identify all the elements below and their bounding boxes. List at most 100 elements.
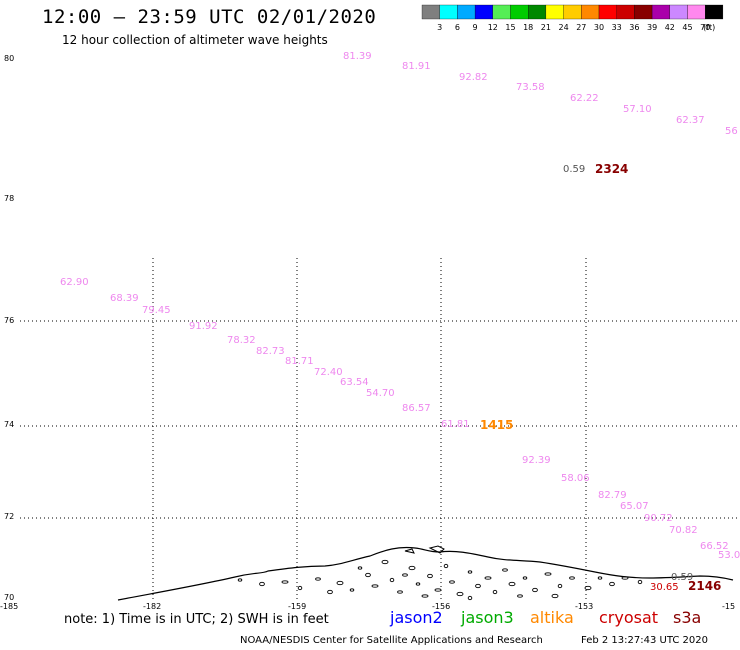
- swh-value: 53.0: [718, 550, 740, 561]
- swh-value: 78.32: [227, 335, 256, 346]
- swh-value: 91.92: [189, 321, 218, 332]
- swh-value: 58.06: [561, 473, 590, 484]
- swh-value: 62.22: [570, 93, 599, 104]
- map-grid: [20, 258, 740, 600]
- lake-shape: [475, 583, 481, 589]
- lake-shape: [621, 576, 629, 580]
- scale-label: 9: [473, 23, 478, 32]
- scale-swatch: [598, 4, 617, 20]
- lake-shape: [551, 593, 559, 599]
- scale-unit: (ft): [703, 23, 715, 32]
- lake-shape: [336, 580, 344, 586]
- swh-value: 90.72: [644, 513, 673, 524]
- lake-shape: [557, 583, 563, 589]
- scale-label: 45: [682, 23, 692, 32]
- lake-shape: [408, 565, 416, 571]
- lat-label: 80: [4, 54, 14, 63]
- page-subtitle: 12 hour collection of altimeter wave hei…: [62, 33, 328, 47]
- scale-label: 21: [541, 23, 551, 32]
- lat-label: 72: [4, 512, 14, 521]
- lake-shape: [584, 585, 592, 591]
- pass-max-value: 2146: [688, 579, 721, 593]
- scale-swatch: [528, 4, 547, 20]
- lake-shape: [456, 591, 464, 597]
- swh-value: 70.82: [669, 525, 698, 536]
- lake-shape: [467, 595, 473, 601]
- swh-value: 92.82: [459, 72, 488, 83]
- lake-shape: [389, 577, 395, 583]
- scale-swatch: [545, 4, 564, 20]
- lakes: [237, 559, 643, 601]
- swh-value: 81.71: [285, 356, 314, 367]
- lake-shape: [508, 581, 516, 587]
- lake-shape: [402, 573, 408, 577]
- page-title: 12:00 – 23:59 UTC 02/01/2020: [42, 6, 377, 28]
- lake-shape: [522, 576, 528, 580]
- scale-label: 15: [505, 23, 515, 32]
- swh-value: 62.90: [60, 277, 89, 288]
- lake-shape: [421, 594, 429, 598]
- color-scale: 3 6 9 12 15 18 21 24 27 30 33 36 39 42 45 70(ft): [421, 4, 724, 32]
- swh-value: 54.70: [366, 388, 395, 399]
- lake-shape: [297, 585, 303, 591]
- swh-value: 86.57: [402, 403, 431, 414]
- lon-label: -153: [575, 602, 593, 611]
- scale-label: 6: [455, 23, 460, 32]
- swh-value: 82.79: [598, 490, 627, 501]
- lake-shape: [502, 568, 508, 572]
- lake-shape: [427, 573, 433, 579]
- lon-label: -15: [722, 602, 735, 611]
- swh-value: 92.39: [522, 455, 551, 466]
- credit-timestamp: Feb 2 13:27:43 UTC 2020: [581, 635, 708, 646]
- swh-value: 79.45: [142, 305, 171, 316]
- scale-label: 30: [594, 23, 604, 32]
- scale-swatch: [457, 4, 476, 20]
- scale-label: 70: [700, 23, 710, 32]
- swh-value: 66.52: [700, 541, 729, 552]
- pass-max-value: 1415: [480, 418, 513, 432]
- lake-shape: [349, 588, 355, 592]
- scale-swatch: [563, 4, 582, 20]
- lat-label: 74: [4, 420, 14, 429]
- lake-shape: [365, 572, 371, 578]
- lon-labels: -185 -182 -159 -156 -153 -15: [0, 602, 735, 611]
- scale-label: 3: [437, 23, 442, 32]
- lake-shape: [397, 590, 403, 594]
- scale-label: 36: [629, 23, 639, 32]
- lat-label: 78: [4, 194, 14, 203]
- swh-value: 65.07: [620, 501, 649, 512]
- coastline: [117, 545, 734, 601]
- lake-shape: [492, 589, 498, 595]
- lake-shape: [597, 576, 603, 580]
- scale-swatch: [669, 4, 688, 20]
- lake-shape: [609, 581, 615, 587]
- lake-shape: [434, 588, 442, 592]
- pass-small-value: 0.59: [671, 572, 693, 583]
- lake-shape: [443, 563, 449, 569]
- scale-swatch: [439, 4, 458, 20]
- lon-label: -185: [0, 602, 18, 611]
- lake-shape: [327, 589, 333, 595]
- swh-value: 56: [725, 126, 738, 137]
- legend-jason2: jason2: [390, 608, 443, 627]
- scale-swatch: [581, 4, 600, 20]
- scale-label: 42: [665, 23, 675, 32]
- footer-note: note: 1) Time is in UTC; 2) SWH is in fe…: [64, 612, 329, 627]
- swh-value: 81.91: [402, 61, 431, 72]
- swh-value: 62.37: [676, 115, 705, 126]
- lake-shape: [467, 570, 473, 574]
- lake-shape: [357, 566, 363, 570]
- scale-label: 27: [576, 23, 586, 32]
- lat-label: 76: [4, 316, 14, 325]
- track-north: 81.39 81.91 92.82 73.58 62.22 57.10 62.37 56: [343, 51, 738, 137]
- swh-value: 72.40: [314, 367, 343, 378]
- lake-shape: [532, 587, 538, 593]
- lake-shape: [415, 582, 421, 586]
- swh-value: 57.10: [623, 104, 652, 115]
- swh-value: 68.39: [110, 293, 139, 304]
- scale-label: 33: [612, 23, 622, 32]
- lon-label: -159: [288, 602, 306, 611]
- legend-altika: altika: [530, 608, 574, 627]
